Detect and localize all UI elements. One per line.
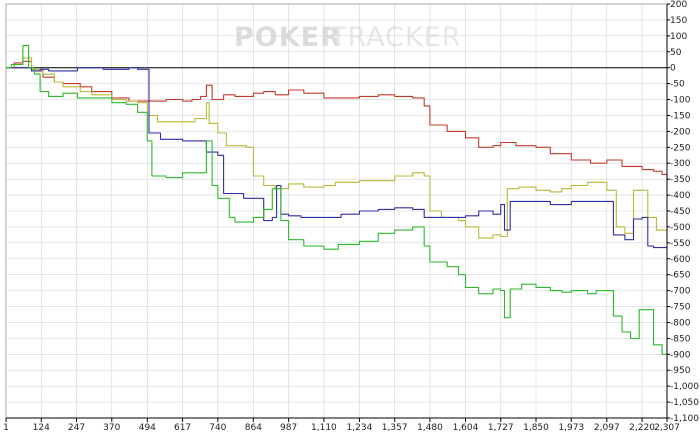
y-tick-label: 0 [670,64,676,74]
y-tick-label: -1,100 [670,414,699,424]
y-tick-label: -400 [670,191,691,201]
y-tick-label: 200 [670,0,687,10]
series-line-1 [6,60,668,181]
y-tick-label: -1,000 [670,382,699,392]
y-tick-label: -100 [670,96,691,106]
y-tick-label: -300 [670,159,691,169]
y-tick-label: -750 [670,303,691,313]
x-tick-label: 124 [33,423,50,433]
y-tick-label: -650 [670,271,691,281]
series-layer [6,44,668,364]
y-tick-label: -1,050 [670,398,699,408]
x-tick-label: 1,110 [311,423,337,433]
x-tick-label: 1,234 [347,423,373,433]
y-tick-label: -250 [670,143,691,153]
y-tick-label: 150 [670,16,687,26]
y-tick-label: 50 [670,48,682,58]
series-line-4 [6,44,668,364]
x-tick-label: 494 [139,423,156,433]
grid-layer [5,3,668,419]
x-tick-label: 740 [209,423,226,433]
x-tick-label: 370 [103,423,120,433]
y-tick-label: -950 [670,366,691,376]
x-tick-label: 2,097 [594,423,620,433]
y-tick-label: -900 [670,350,691,360]
x-tick-label: 1,480 [417,423,443,433]
x-tick-label: 247 [68,423,85,433]
y-tick-label: -600 [670,255,691,265]
y-tick-label: -450 [670,207,691,217]
x-tick-label: 2,220 [629,423,655,433]
x-tick-label: 864 [245,423,262,433]
x-tick-label: 1,727 [488,423,514,433]
y-tick-label: -350 [670,175,691,185]
y-tick-label: -200 [670,127,691,137]
y-tick-label: 100 [670,32,687,42]
y-tick-label: -850 [670,334,691,344]
y-tick-label: -550 [670,239,691,249]
y-tick-label: -50 [670,80,685,90]
y-tick-label: -150 [670,111,691,121]
y-tick-label: -700 [670,287,691,297]
y-tick-label: -800 [670,318,691,328]
series-line-3 [6,67,668,249]
watermark: POKER TRACKER [234,22,462,53]
x-tick-label: 1,973 [558,423,584,433]
watermark-brand-bold: POKER [234,22,342,53]
y-tick-label: -500 [670,223,691,233]
x-tick-label: 1,850 [523,423,549,433]
watermark-brand-light: TRACKER [329,22,462,53]
y-tick-labels: 200 150 100 50 0 -50 -100 -150 -200 -250 -300 -350 -… [670,0,699,424]
x-tick-label: 617 [174,423,191,433]
x-tick-label: 1,357 [382,423,408,433]
x-tick-label: 2,307 [654,423,680,433]
x-tick-label: 1,604 [453,423,479,433]
x-tick-labels: 1 124 247 370 494 617 740 864 987 1,110 1,234 1,357… [3,423,680,433]
axis-layer [5,3,670,422]
x-tick-label: 987 [280,423,297,433]
x-tick-label: 1 [3,423,9,433]
